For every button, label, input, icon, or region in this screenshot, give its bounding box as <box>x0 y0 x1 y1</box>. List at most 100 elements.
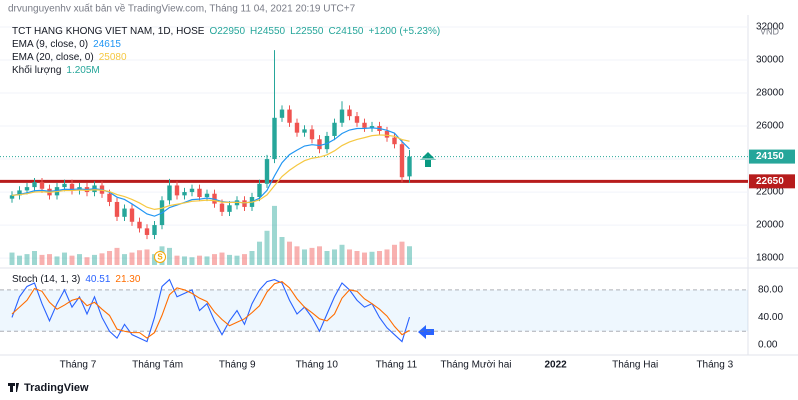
x-tick-label: 2022 <box>544 360 567 371</box>
legend-item: 24615 <box>93 39 121 50</box>
y-tick-label: 22000 <box>756 187 784 198</box>
volume-bar <box>204 256 210 265</box>
volume-bar <box>174 255 180 265</box>
volume-bar <box>219 252 225 265</box>
y-tick-label: 20000 <box>756 220 784 231</box>
candle-body <box>257 183 262 198</box>
price-label-box <box>749 149 795 164</box>
volume-bar <box>47 254 52 265</box>
stoch-tick-label: 80.00 <box>758 285 783 296</box>
volume-bar <box>302 249 307 265</box>
candle-body <box>114 201 120 217</box>
volume-bar <box>39 254 45 265</box>
x-tick-label: Tháng 10 <box>296 360 339 371</box>
volume-bar <box>54 256 60 265</box>
candle-body <box>272 117 277 160</box>
candle-body <box>264 159 270 184</box>
volume-bar <box>347 249 352 265</box>
candle-body <box>392 137 397 145</box>
volume-bar <box>114 247 120 265</box>
legend-item: Stoch (14, 1, 3) <box>12 274 80 285</box>
price-label: 22650 <box>756 176 784 187</box>
legend-item: 1.205M <box>66 65 99 76</box>
candle-body <box>227 205 232 212</box>
price-label: 24150 <box>756 151 784 162</box>
candle-body <box>407 156 412 177</box>
candle-body <box>69 183 75 191</box>
x-tick-label: Tháng 7 <box>60 360 97 371</box>
candle-body <box>107 193 112 202</box>
y-unit: VND <box>760 26 780 36</box>
event-marker: S <box>157 253 163 262</box>
candle-body <box>144 228 150 235</box>
candle-body <box>302 129 307 133</box>
candle-body <box>384 131 390 138</box>
y-tick-label: 28000 <box>756 88 784 99</box>
volume-bar <box>227 254 232 265</box>
volume-bar <box>197 255 202 265</box>
candle-body <box>122 208 127 217</box>
volume-bar <box>279 237 285 265</box>
legend: Stoch (14, 1, 3) 40.51 21.30 <box>12 274 141 285</box>
candle-body <box>279 109 285 118</box>
candle-body <box>354 116 360 123</box>
candle-body <box>242 200 247 207</box>
volume-bar <box>17 255 22 265</box>
legend: EMA (9, close, 0) 24615 <box>12 39 121 50</box>
ema-line <box>11 127 410 217</box>
candle-body <box>287 109 292 123</box>
x-tick-label: Tháng Hai <box>612 360 658 371</box>
x-tick-label: Tháng Mười hai <box>440 360 511 371</box>
y-tick-label: 18000 <box>756 253 784 264</box>
legend: Khối lượng 1.205M <box>12 64 100 76</box>
legend-item: 40.51 <box>85 274 110 285</box>
volume-bar <box>384 249 390 265</box>
volume-bar <box>9 252 15 265</box>
stoch-band <box>0 289 748 332</box>
header: drvunguyenhv xuất bản về TradingView.com… <box>8 3 356 15</box>
stoch-line <box>11 281 410 339</box>
candle-body <box>189 188 195 193</box>
volume-bar <box>24 254 30 265</box>
volume-bar <box>212 254 217 265</box>
volume-bar <box>272 205 277 265</box>
candle-body <box>152 225 157 235</box>
footer-logo: TradingView <box>8 382 89 394</box>
legend-item: EMA (9, close, 0) <box>12 39 88 50</box>
volume-bar <box>92 254 97 265</box>
volume-bar <box>144 249 150 265</box>
volume-bar <box>69 255 75 265</box>
volume-bar <box>182 256 187 265</box>
volume-bar <box>354 251 360 265</box>
candle-body <box>182 192 187 196</box>
volume-bar <box>99 253 105 265</box>
candle-body <box>369 126 375 128</box>
candle-body <box>129 208 135 222</box>
legend: EMA (20, close, 0) 25080 <box>12 52 127 63</box>
volume-bar <box>392 244 397 265</box>
legend-item: 21.30 <box>115 274 140 285</box>
footer-text: TradingView <box>24 382 89 394</box>
volume-bar <box>62 252 67 265</box>
y-tick-label: 26000 <box>756 121 784 132</box>
candle-body <box>219 203 225 212</box>
candle-body <box>137 221 142 229</box>
x-tick-label: Tháng 9 <box>219 360 256 371</box>
candle-body <box>39 182 45 189</box>
x-tick-label: Tháng 3 <box>696 360 733 371</box>
volume-bar <box>362 252 367 265</box>
volume-bar <box>309 247 315 265</box>
candle-body <box>167 185 172 201</box>
x-tick-label: Tháng 11 <box>376 360 418 371</box>
volume-bar <box>249 251 255 265</box>
legend-item: H24550 <box>250 26 285 37</box>
stoch-tick-label: 40.00 <box>758 312 783 323</box>
volume-bar <box>129 252 135 265</box>
stoch-tick-label: 0.00 <box>758 340 778 351</box>
candle-body <box>9 195 15 199</box>
event-marker-circle <box>154 251 166 263</box>
legend-item: L22550 <box>290 26 324 37</box>
legend-item: +1200 (+5.23%) <box>368 26 440 37</box>
volume-bar <box>287 241 292 265</box>
